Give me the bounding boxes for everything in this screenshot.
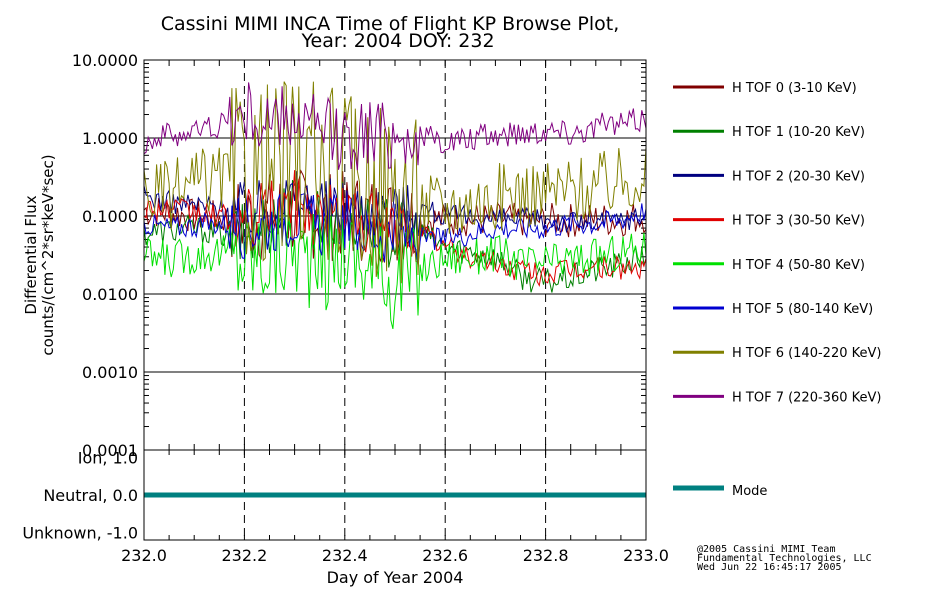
x-tick-label: 233.0 xyxy=(623,546,669,565)
y-tick-label: 0.1000 xyxy=(82,207,138,226)
legend-label: H TOF 7 (220-360 KeV) xyxy=(732,390,881,405)
main-grid xyxy=(143,60,647,540)
series-line xyxy=(143,180,647,293)
chart-title: Cassini MIMI INCA Time of Flight KP Brow… xyxy=(161,13,620,35)
x-tick-labels: 232.0 232.2 232.4 232.6 232.8 233.0 xyxy=(121,546,669,565)
y-tick-label: 0.0001 xyxy=(82,441,138,460)
legend-label: H TOF 4 (50-80 KeV) xyxy=(732,258,865,273)
x-tick-label: 232.8 xyxy=(523,546,569,565)
x-tick-label: 232.0 xyxy=(121,546,167,565)
mode-legend-label: Mode xyxy=(732,484,767,499)
mode-tick-label: Unknown, -1.0 xyxy=(22,524,138,543)
mode-legend: Mode xyxy=(673,484,767,499)
credits: @2005 Cassini MIMI Team Fundamental Techn… xyxy=(697,544,872,573)
series-line xyxy=(143,190,647,265)
x-axis-label: Day of Year 2004 xyxy=(327,568,464,587)
legend: H TOF 0 (3-10 KeV) H TOF 1 (10-20 KeV) H T… xyxy=(673,81,881,405)
mode-tick-label: Neutral, 0.0 xyxy=(43,486,138,505)
main-panel: 10.0000 1.0000 0.1000 0.0100 0.0010 0.0001 xyxy=(72,51,647,540)
credits-line-3: Wed Jun 22 16:45:17 2005 xyxy=(697,562,842,573)
series-line xyxy=(143,206,647,330)
series-line xyxy=(143,170,647,288)
y-tick-label: 10.0000 xyxy=(72,51,138,70)
legend-label: H TOF 5 (80-140 KeV) xyxy=(732,302,873,317)
series-line xyxy=(143,82,647,171)
mode-tick-label: Ion, 1.0 xyxy=(78,449,138,468)
y-tick-label: 0.0100 xyxy=(82,285,138,304)
mode-panel: Ion, 1.0 Neutral, 0.0 Unknown, -1.0 xyxy=(22,449,647,543)
legend-label: H TOF 2 (20-30 KeV) xyxy=(732,169,865,184)
legend-label: H TOF 0 (3-10 KeV) xyxy=(732,81,857,96)
y-tick-label: 1.0000 xyxy=(82,129,138,148)
y-tick-labels: 10.0000 1.0000 0.1000 0.0100 0.0010 0.0001 xyxy=(72,51,138,460)
legend-label: H TOF 3 (30-50 KeV) xyxy=(732,214,865,229)
y-axis-unit: counts/(cm^2*sr*keV*sec) xyxy=(39,154,57,355)
legend-label: H TOF 6 (140-220 KeV) xyxy=(732,346,881,361)
x-tick-label: 232.4 xyxy=(322,546,368,565)
y-axis-label: Differential Flux xyxy=(22,195,40,314)
mode-plot-frame xyxy=(143,449,647,541)
credits-line-1: @2005 Cassini MIMI Team xyxy=(697,544,836,555)
flux-series xyxy=(143,81,647,330)
series-line xyxy=(143,81,647,284)
x-tick-label: 232.2 xyxy=(221,546,267,565)
credits-line-2: Fundamental Technologies, LLC xyxy=(697,553,872,564)
mode-tick-labels: Ion, 1.0 Neutral, 0.0 Unknown, -1.0 xyxy=(22,449,138,543)
legend-label: H TOF 1 (10-20 KeV) xyxy=(732,125,865,140)
chart-subtitle: Year: 2004 DOY: 232 xyxy=(300,30,494,52)
x-tick-label: 232.6 xyxy=(422,546,468,565)
y-tick-label: 0.0010 xyxy=(82,363,138,382)
series-line xyxy=(143,171,647,242)
